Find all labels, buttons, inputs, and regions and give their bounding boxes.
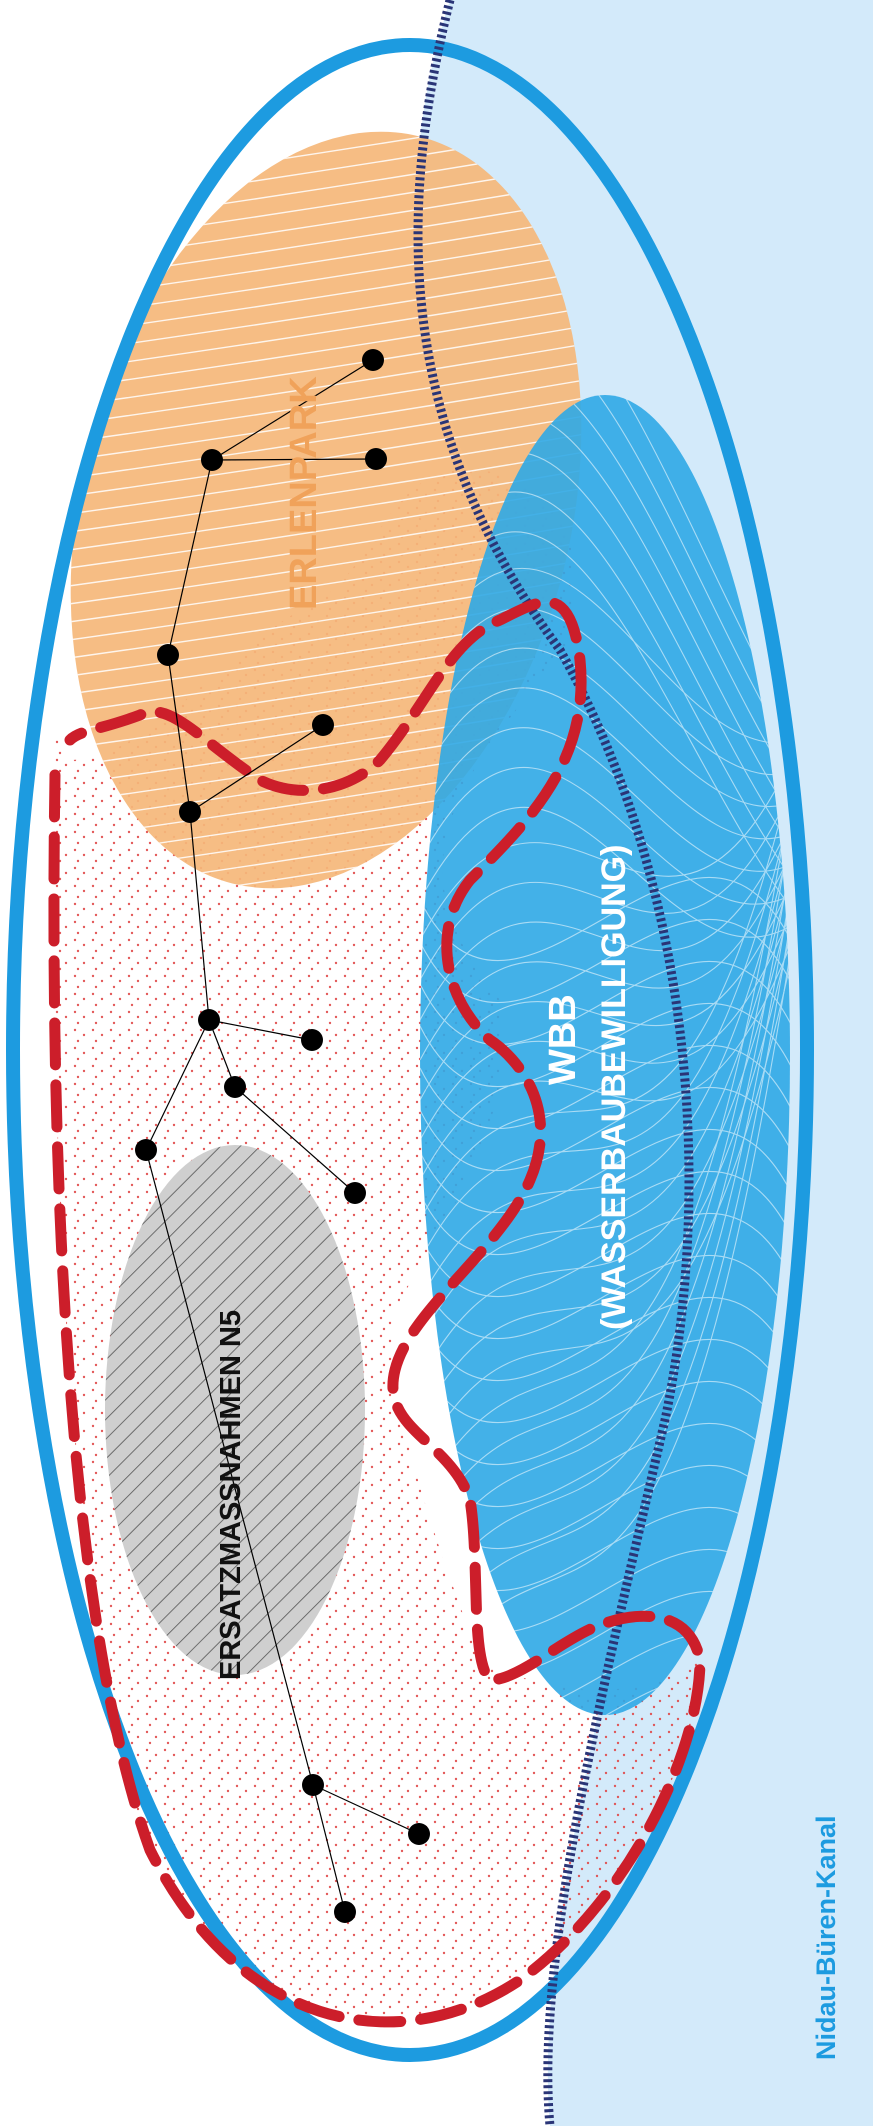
network-node (362, 349, 384, 371)
network-node (179, 801, 201, 823)
network-nodes (135, 349, 430, 1923)
network-node (408, 1823, 430, 1845)
canal-label: Nidau-Büren-Kanal (811, 1815, 841, 2060)
network-node (198, 1009, 220, 1031)
wbb-area (420, 395, 790, 1715)
network-node (135, 1139, 157, 1161)
network-node (312, 714, 334, 736)
ersatz-label: ERSATZMASSNAHMEN N5 (215, 1310, 247, 1680)
red-dashed-boundary (48, 596, 706, 2028)
network-node (365, 448, 387, 470)
riverbank-line (413, 0, 694, 2126)
network-node (344, 1182, 366, 1204)
network-node (224, 1076, 246, 1098)
ersatz-area (105, 1145, 365, 1675)
wbb-full-label: (WASSERBAUBEWILLIGUNG) (595, 845, 633, 1330)
network-node (157, 644, 179, 666)
network-node (201, 449, 223, 471)
network-node (334, 1901, 356, 1923)
outer-boundary (6, 38, 814, 2062)
network-node (301, 1029, 323, 1051)
network-node (302, 1774, 324, 1796)
erlenpark-label: ERLENPARK (283, 376, 325, 610)
wbb-label: WBB (542, 994, 584, 1085)
